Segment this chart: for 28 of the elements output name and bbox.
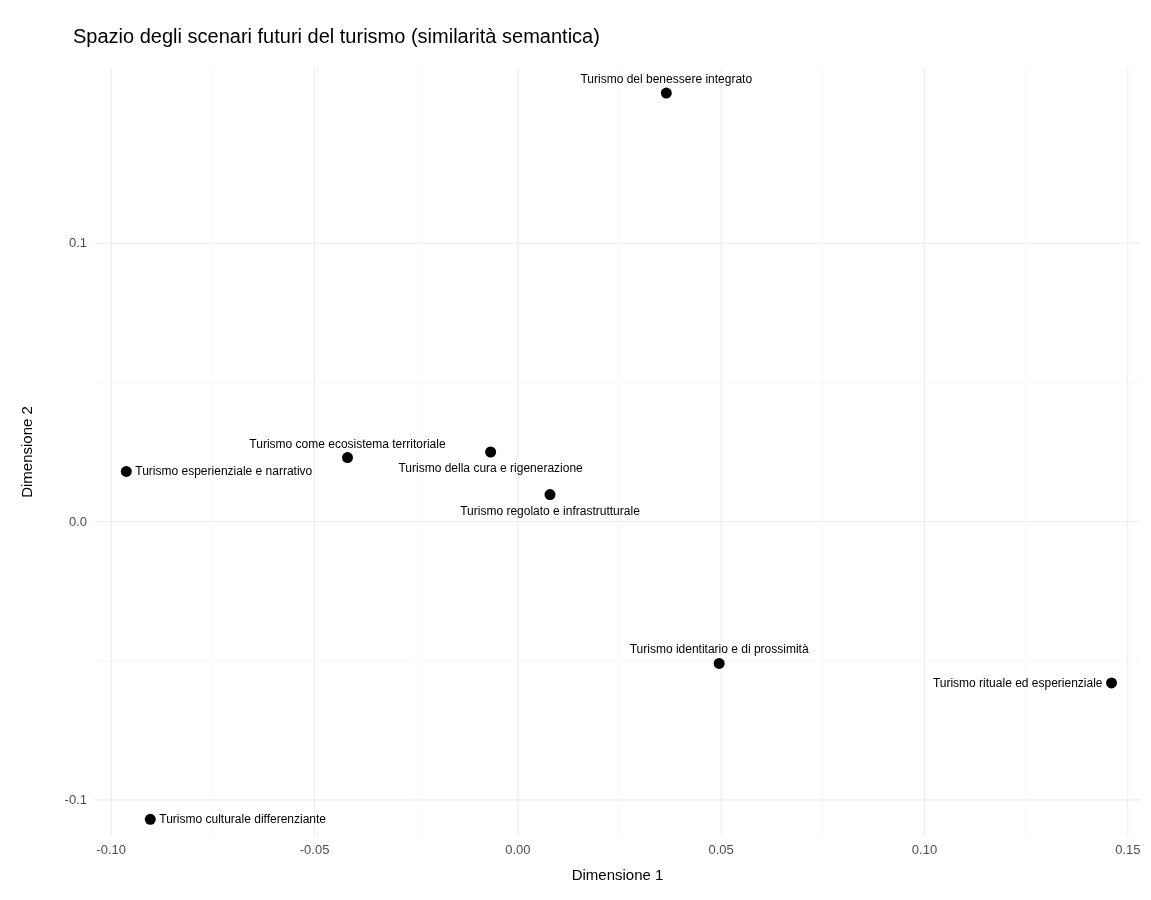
y-tick-label: -0.1	[64, 791, 87, 807]
x-tick-label: 0.00	[505, 842, 531, 857]
annotation: Turismo identitario e di prossimità	[629, 642, 809, 657]
point	[1106, 677, 1118, 689]
point	[713, 657, 725, 669]
annotation: Turismo della cura e rigenerazione	[398, 461, 584, 475]
x-tick-label: -0.10	[96, 842, 127, 857]
x-tick-label: 0.15	[1115, 842, 1141, 857]
y-tick-label: 0.0	[68, 513, 87, 529]
annotation: Turismo culturale differenziante	[159, 812, 327, 827]
point	[120, 465, 132, 477]
y-tick-label: 0.1	[68, 235, 87, 251]
y-axis-title: Dimensione 2	[18, 406, 35, 498]
point	[544, 489, 556, 501]
point	[144, 813, 156, 825]
x-axis-title: Dimensione 1	[571, 866, 664, 883]
annotation: Turismo regolato e infrastrutturale	[460, 503, 641, 518]
point	[660, 87, 672, 99]
point	[485, 446, 497, 458]
annotation: Turismo del benessere integrato	[580, 72, 753, 87]
annotation: Turismo come ecosistema territoriale	[249, 436, 446, 451]
point	[342, 452, 354, 464]
chart-title: Spazio degli scenari futuri del turismo (similarità semantica)	[73, 25, 600, 47]
x-tick-label: 0.05	[708, 842, 734, 857]
annotation: Turismo rituale ed esperienziale	[932, 675, 1103, 690]
annotation: Turismo esperienziale e narrativo	[135, 464, 313, 479]
x-tick-label: -0.05	[299, 842, 330, 857]
x-tick-label: 0.10	[911, 842, 938, 857]
